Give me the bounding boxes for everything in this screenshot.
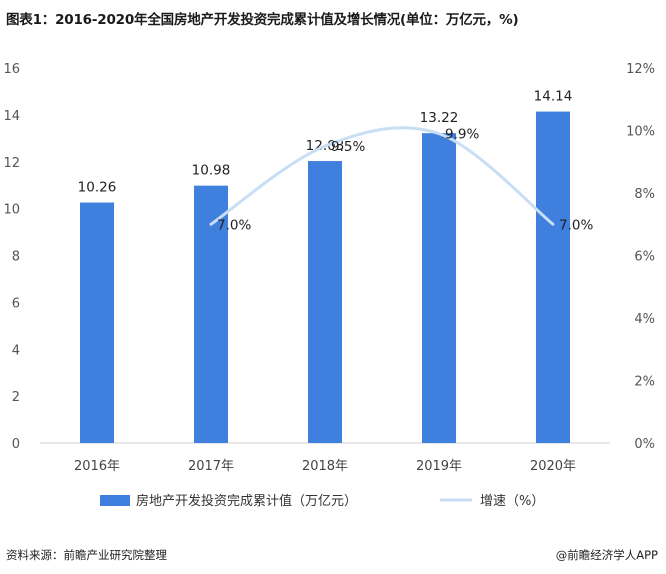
left-axis-tick-label: 6	[12, 296, 20, 311]
bar-value-label: 13.22	[420, 110, 459, 126]
bar-value-label: 14.14	[534, 89, 573, 105]
right-axis-tick-label: 10%	[626, 125, 655, 140]
x-axis-tick-label: 2018年	[302, 459, 348, 474]
right-axis-tick-label: 2%	[634, 375, 655, 390]
legend-bar-swatch	[100, 495, 130, 506]
left-axis-tick-label: 14	[3, 109, 20, 124]
left-axis-tick-label: 8	[12, 250, 20, 265]
x-axis-tick-label: 2020年	[530, 459, 576, 474]
growth-value-label: 7.0%	[217, 217, 251, 233]
right-axis-ticks: 0% 2% 4% 6% 8% 10% 12%	[626, 62, 655, 452]
x-axis-ticks: 2016年 2017年 2018年 2019年 2020年	[74, 459, 576, 474]
growth-value-label: 9.9%	[445, 127, 479, 143]
left-axis-tick-label: 16	[3, 62, 20, 77]
x-axis-tick-label: 2019年	[416, 459, 462, 474]
left-axis-tick-label: 12	[3, 156, 20, 171]
right-axis-tick-label: 0%	[634, 437, 655, 452]
bar	[194, 185, 228, 443]
growth-line	[209, 126, 555, 226]
chart-title: 图表1：2016-2020年全国房地产开发投资完成累计值及增长情况(单位：万亿元…	[6, 12, 519, 28]
left-axis-tick-label: 0	[12, 437, 20, 452]
left-axis-ticks: 0 2 4 6 8 10 12 14 16	[3, 62, 20, 452]
bar-value-label: 10.98	[192, 163, 231, 179]
left-axis-tick-label: 2	[12, 390, 20, 405]
right-axis-tick-label: 12%	[626, 62, 655, 77]
right-axis-tick-label: 8%	[634, 187, 655, 202]
source-note: 资料来源：前瞻产业研究院整理	[6, 548, 167, 562]
legend-bar-label: 房地产开发投资完成累计值（万亿元）	[136, 493, 357, 509]
x-axis-tick-label: 2016年	[74, 459, 120, 474]
growth-value-label: 7.0%	[559, 217, 593, 233]
legend-line-label: 增速（%）	[480, 494, 544, 509]
left-axis-tick-label: 4	[12, 343, 20, 358]
bar-value-label: 10.26	[78, 180, 117, 196]
line-data-labels: 7.0% 9.5% 9.9% 7.0%	[217, 127, 593, 234]
right-axis-tick-label: 6%	[634, 250, 655, 265]
bar	[80, 202, 114, 443]
brand-credit: @前瞻经济学人APP	[555, 548, 658, 562]
bar-series	[80, 111, 570, 443]
bar	[308, 161, 342, 443]
right-axis-tick-label: 4%	[634, 312, 655, 327]
growth-value-label: 9.5%	[331, 139, 365, 155]
left-axis-tick-label: 10	[3, 203, 20, 218]
bar	[536, 111, 570, 443]
bar	[422, 133, 456, 443]
legend: 房地产开发投资完成累计值（万亿元） 增速（%）	[100, 493, 544, 509]
x-axis-tick-label: 2017年	[188, 459, 234, 474]
